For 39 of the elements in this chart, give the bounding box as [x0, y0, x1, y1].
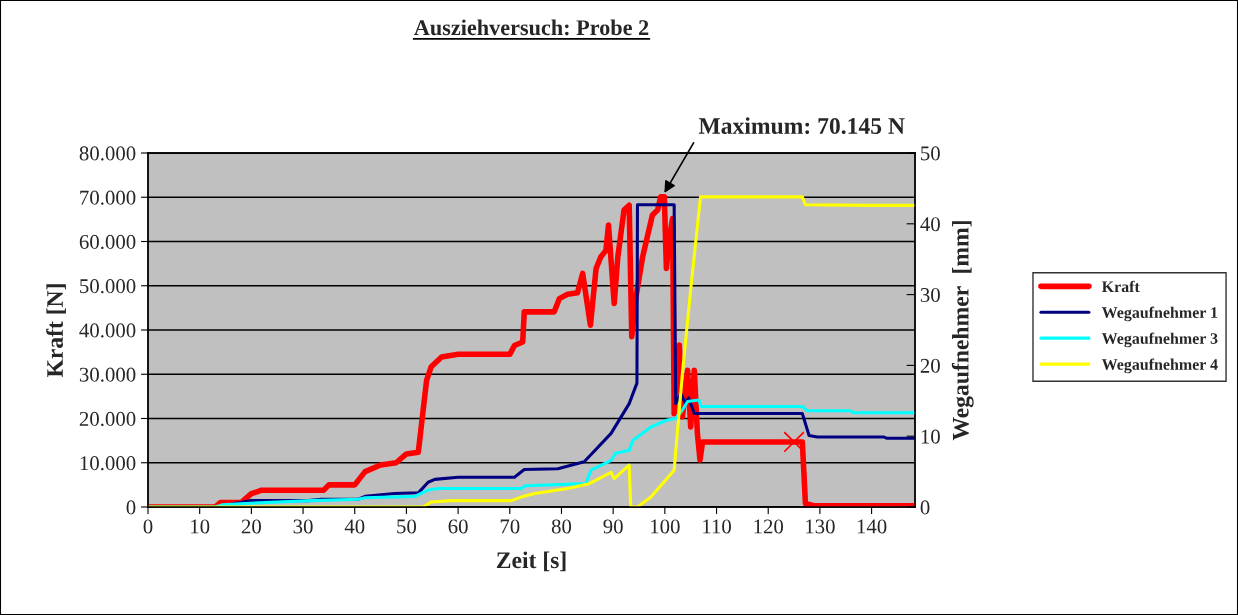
x-tick-label: 70: [500, 519, 520, 534]
y2-tick-label: 50: [921, 146, 940, 161]
x-tick-label: 60: [448, 519, 468, 534]
y2-tick-label: 40: [920, 217, 940, 232]
x-tick-label: 140: [857, 519, 887, 534]
y-tick-label: 50.000: [80, 279, 136, 294]
legend-label: Wegaufnehmer 4: [1101, 358, 1218, 374]
x-tick-label: 100: [651, 519, 680, 534]
y2-tick-label: 0: [920, 500, 930, 515]
annotation: Maximum: 70.145 N: [698, 117, 905, 135]
x-axis-title: Zeit [s]: [496, 551, 566, 572]
y-tick-label: 70.000: [80, 190, 136, 205]
x-tick-label: 10: [191, 519, 210, 534]
y-tick-label: 80.000: [79, 146, 136, 161]
y2-tick-label: 20: [920, 358, 940, 373]
y2-tick-label: 30: [920, 287, 940, 303]
x-tick-label: 30: [293, 519, 313, 534]
x-tick-label: 20: [241, 519, 261, 534]
x-tick-label: 80: [551, 519, 572, 534]
x-tick-label: 0: [143, 519, 153, 534]
y2-axis-title: Wegaufnehmer [mm]: [951, 221, 974, 441]
y-tick-label: 10.000: [80, 456, 136, 471]
legend-label: Wegaufnehmer 3: [1101, 332, 1218, 348]
legend-label: Kraft: [1101, 280, 1140, 293]
chart-title: Ausziehversuch: Probe 2: [414, 19, 649, 36]
x-tick-label: 90: [603, 519, 623, 534]
y-tick-label: 40.000: [79, 323, 136, 338]
y-tick-label: 30.000: [79, 367, 136, 382]
y2-tick-label: 10: [921, 429, 940, 444]
legend-label: Wegaufnehmer 1: [1101, 306, 1218, 322]
x-tick-label: 50: [397, 519, 417, 534]
x-tick-label: 120: [754, 519, 784, 534]
y-tick-label: 0: [126, 500, 136, 515]
x-tick-label: 40: [344, 519, 365, 534]
y-tick-label: 20.000: [79, 411, 136, 427]
x-tick-label: 130: [806, 519, 835, 534]
x-tick-label: 110: [703, 519, 731, 534]
y-axis-title: Kraft [N]: [46, 284, 66, 378]
y-tick-label: 60.000: [79, 234, 136, 250]
